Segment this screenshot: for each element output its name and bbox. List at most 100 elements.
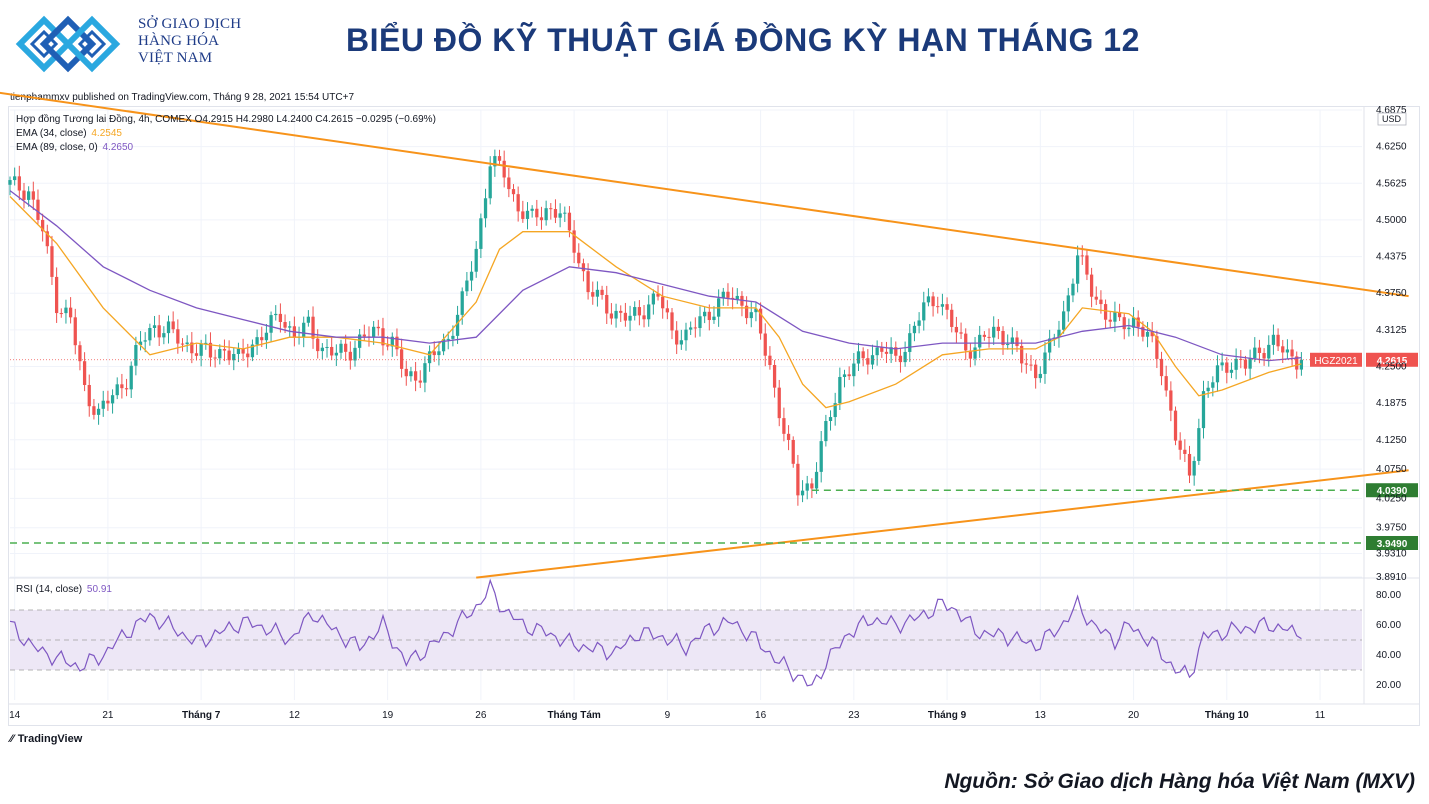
rsi-tick-label: 80.00 — [1376, 590, 1401, 601]
time-tick-label: Tháng Tám — [547, 710, 600, 721]
candle-body — [1122, 317, 1126, 330]
candle-body — [260, 337, 264, 341]
candle-body — [525, 210, 530, 219]
candle-body — [143, 340, 147, 342]
candle-body — [982, 334, 987, 337]
candle-body — [36, 199, 40, 220]
candle-body — [372, 326, 376, 337]
candle-body — [427, 351, 432, 364]
candle-body — [404, 368, 408, 377]
time-tick-label: 14 — [9, 710, 21, 721]
candle-body — [800, 490, 805, 496]
legend-symbol-line: Hợp đồng Tương lai Đồng, 4h, COMEX O4.29… — [16, 114, 436, 125]
candle-body — [413, 371, 418, 381]
candle-body — [847, 374, 851, 377]
candle-body — [964, 333, 968, 351]
candle-body — [675, 330, 679, 345]
candle-body — [539, 217, 544, 221]
candle-body — [791, 439, 795, 464]
tradingview-label: TradingView — [17, 733, 83, 745]
rsi-tick-label: 40.00 — [1376, 650, 1401, 661]
legend-rsi-label: RSI (14, close) — [16, 584, 83, 595]
candle-body — [1253, 347, 1257, 359]
candle-body — [511, 189, 516, 195]
time-tick-label: 19 — [382, 710, 394, 721]
candle-body — [661, 296, 665, 309]
candle-body — [521, 211, 525, 219]
candle-body — [264, 332, 269, 341]
candle-body — [567, 212, 572, 231]
candle-body — [1159, 358, 1164, 377]
candle-body — [595, 289, 600, 297]
candle-body — [819, 441, 823, 472]
candle-body — [1285, 349, 1290, 353]
candle-body — [409, 371, 413, 377]
candle-body — [926, 296, 931, 303]
candle-body — [31, 191, 35, 200]
candle-body — [940, 304, 945, 307]
candle-body — [358, 334, 362, 348]
candle-body — [288, 326, 292, 328]
candle-body — [922, 302, 926, 321]
candle-body — [460, 291, 464, 315]
price-tick-label: 4.0250 — [1376, 493, 1407, 504]
candle-body — [786, 433, 791, 440]
legend-ema89-label: EMA (89, close, 0) — [16, 142, 98, 153]
candle-body — [213, 357, 217, 359]
currency-label: USD — [1382, 114, 1402, 124]
candle-body — [483, 198, 488, 219]
candle-body — [880, 347, 884, 352]
candle-body — [190, 342, 194, 354]
candle-body — [996, 326, 1000, 331]
candle-body — [390, 336, 394, 347]
symbol-tag — [1310, 352, 1362, 367]
candle-body — [376, 326, 380, 329]
candle-body — [1257, 347, 1262, 353]
last-price-label: 4.2615 — [1377, 356, 1408, 367]
candle-body — [889, 347, 893, 354]
candle-body — [1229, 369, 1234, 373]
candle-body — [204, 342, 208, 344]
candle-body — [861, 351, 865, 359]
candle-body — [1001, 330, 1005, 346]
candle-body — [1192, 460, 1196, 476]
price-tick-label: 4.2500 — [1376, 362, 1407, 373]
candle-body — [698, 316, 702, 329]
candle-body — [763, 333, 767, 356]
candle-body — [1299, 359, 1304, 370]
candle-body — [1057, 329, 1061, 338]
price-tick-label: 4.6875 — [1376, 105, 1407, 116]
candle-body — [68, 307, 73, 318]
source-note: Nguồn: Sở Giao dịch Hàng hóa Việt Nam (M… — [944, 770, 1415, 793]
time-tick-label: 26 — [475, 710, 487, 721]
candle-body — [479, 218, 483, 249]
candle-body — [549, 208, 553, 210]
trendline-support — [476, 469, 1409, 579]
last-price-tag — [1366, 352, 1418, 367]
candle-body — [129, 365, 133, 390]
candle-body — [945, 304, 949, 310]
candle-body — [754, 308, 758, 313]
candle-body — [978, 334, 982, 348]
candle-body — [138, 341, 143, 346]
candle-body — [1061, 311, 1066, 330]
candle-body — [866, 358, 870, 365]
candle-body — [581, 263, 586, 272]
candle-body — [665, 308, 669, 313]
candle-body — [199, 343, 203, 356]
candle-body — [1295, 356, 1299, 370]
candle-body — [875, 347, 879, 356]
candle-body — [1215, 365, 1220, 383]
candle-body — [530, 208, 534, 211]
candle-body — [96, 408, 101, 415]
candle-body — [1145, 331, 1150, 337]
tradingview-logo[interactable]: ⁄⁄ TradingView — [10, 733, 82, 745]
price-tick-label: 4.4375 — [1376, 252, 1407, 263]
candle-body — [134, 345, 138, 366]
time-tick-label: 16 — [755, 710, 767, 721]
candle-body — [1066, 295, 1070, 312]
candle-body — [152, 325, 157, 328]
candle-body — [73, 317, 77, 346]
price-tick-label: 4.5625 — [1376, 178, 1407, 189]
